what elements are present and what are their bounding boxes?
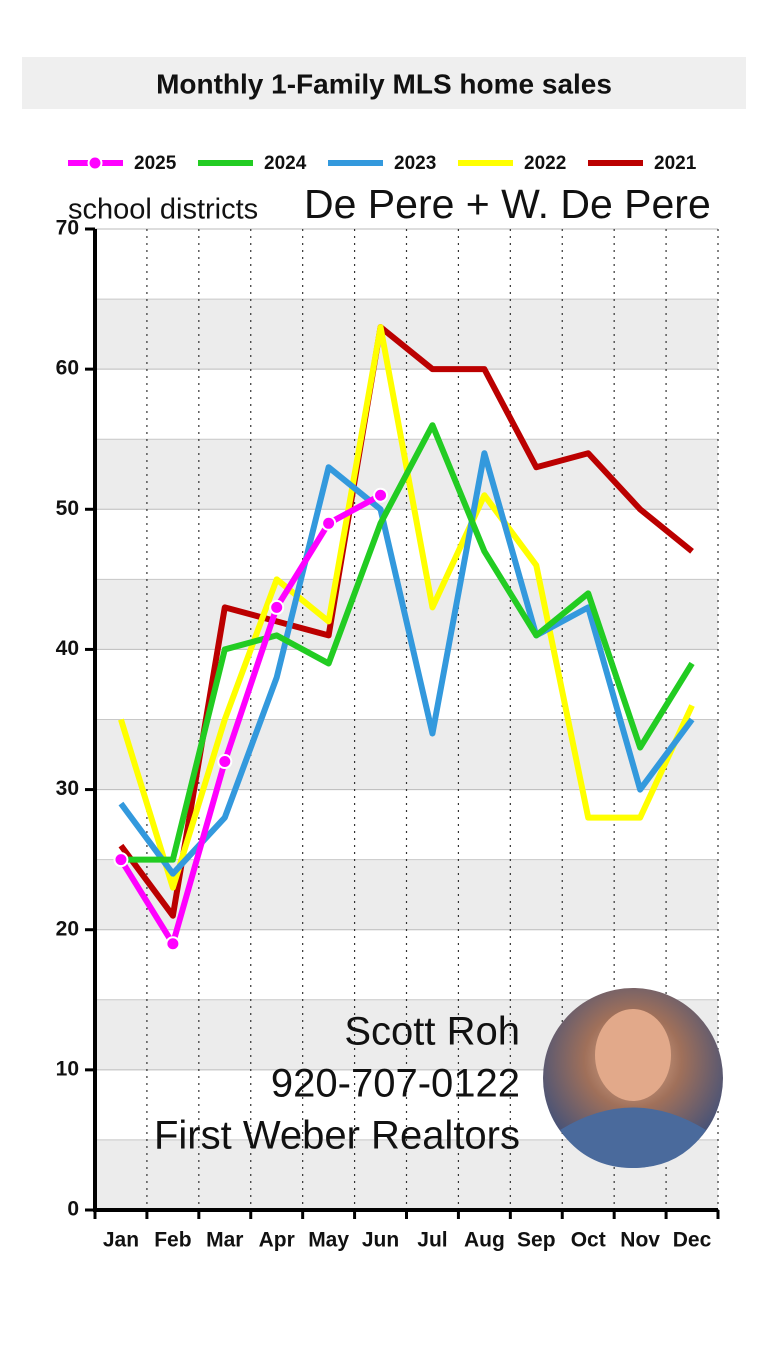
point — [217, 754, 233, 770]
point — [373, 487, 389, 503]
point — [165, 936, 181, 952]
series-line — [118, 324, 695, 891]
x-tick-label: Nov — [620, 1229, 660, 1252]
y-tick-label: 40 — [56, 637, 79, 660]
point — [269, 599, 285, 615]
annotation: 920-707-0122 — [271, 1062, 520, 1106]
subtitle-emphasis: De Pere + W. De Pere — [304, 181, 711, 227]
legend-label: 2023 — [394, 153, 436, 174]
y-tick-label: 20 — [56, 917, 79, 940]
y-tick-label: 70 — [56, 217, 79, 240]
legend-label: 2022 — [524, 153, 566, 174]
x-tick-label: Oct — [571, 1229, 606, 1252]
agent-jacket — [560, 1107, 706, 1168]
series-line — [118, 492, 382, 947]
y-tick-label: 60 — [56, 357, 79, 380]
legend-label: 2025 — [134, 153, 177, 174]
x-tick-label: Feb — [154, 1229, 191, 1252]
subtitle: school districts — [68, 194, 258, 226]
agent-face — [595, 1009, 671, 1101]
x-tick-label: Sep — [517, 1229, 556, 1252]
legend-label: 2021 — [654, 153, 697, 174]
x-tick-label: Apr — [259, 1229, 295, 1252]
x-tick-label: Aug — [464, 1229, 505, 1252]
chart-title: Monthly 1-Family MLS home sales — [156, 68, 612, 99]
x-tick-label: Jan — [103, 1229, 139, 1252]
annotation: First Weber Realtors — [154, 1114, 520, 1158]
y-tick-label: 0 — [67, 1198, 79, 1221]
y-tick-label: 10 — [56, 1057, 79, 1080]
x-tick-label: May — [308, 1229, 349, 1252]
point — [321, 515, 337, 531]
x-tick-label: Mar — [206, 1229, 243, 1252]
legend-label: 2024 — [264, 153, 307, 174]
x-tick-label: Jul — [417, 1229, 447, 1252]
y-tick-label: 50 — [56, 497, 79, 520]
legend-marker — [87, 155, 103, 171]
series-line — [118, 324, 694, 919]
series-line — [118, 450, 695, 877]
y-tick-label: 30 — [56, 777, 79, 800]
series-line — [120, 422, 695, 863]
point — [113, 852, 129, 868]
annotation: Scott Roh — [344, 1010, 520, 1054]
title-box — [22, 57, 746, 109]
x-tick-label: Dec — [673, 1229, 712, 1252]
x-tick-label: Jun — [362, 1229, 399, 1252]
